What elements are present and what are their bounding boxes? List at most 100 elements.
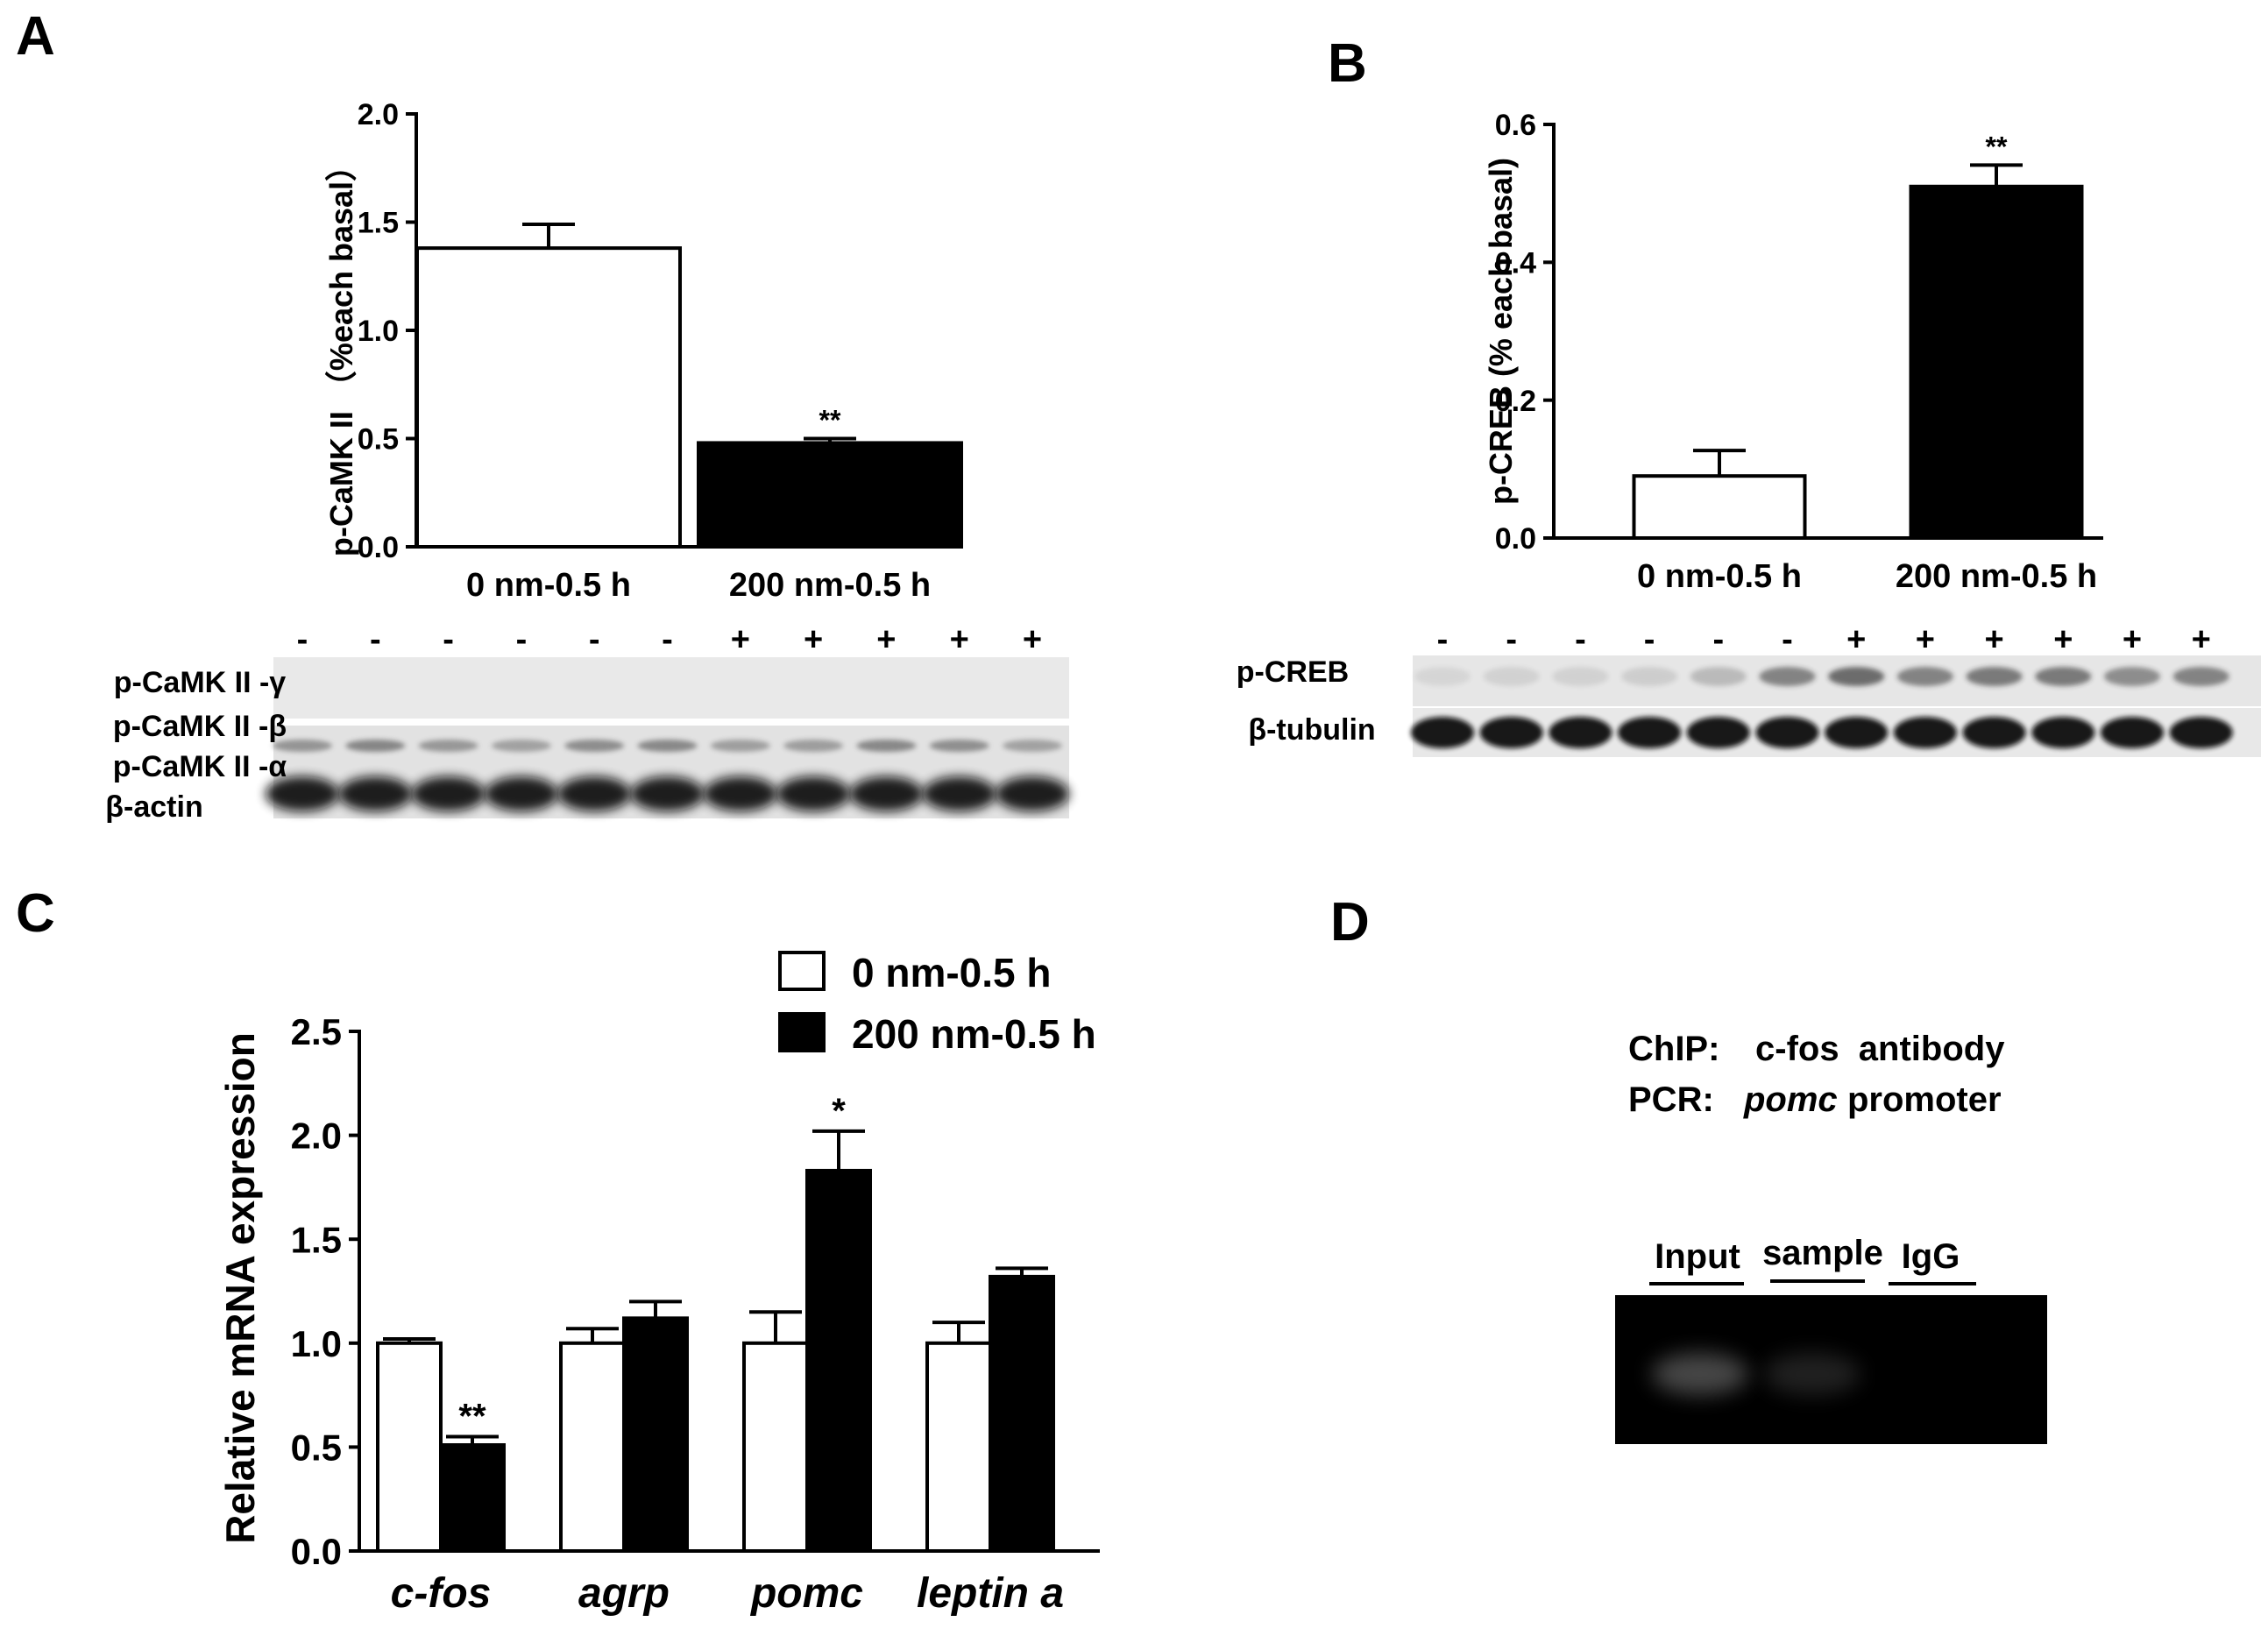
treatment-sign: - — [297, 621, 308, 658]
band-pcreb — [2172, 667, 2229, 686]
blot-a-signs: - - - - - - + + + + + — [297, 621, 1042, 658]
chip-pcr-panel: ChIP: c-fos antibody PCR: pomc promoter … — [1615, 1030, 2047, 1444]
y-tick-label: 0.4 — [1495, 247, 1536, 280]
y-tick-label: 1.0 — [358, 315, 399, 348]
band-camk-beta — [856, 740, 917, 752]
blot-b-signs: - - - - - - + + + + + + — [1437, 621, 2211, 658]
band-actin — [849, 776, 924, 811]
treatment-sign: + — [1916, 621, 1935, 658]
treatment-sign: - — [1644, 621, 1655, 658]
y-tick-label: 2.5 — [291, 1011, 342, 1052]
x-category-label: leptin a — [917, 1570, 1064, 1617]
y-tick-label: 1.5 — [358, 207, 399, 240]
treatment-sign: - — [1506, 621, 1517, 658]
band-actin — [484, 776, 558, 811]
bar — [559, 1341, 626, 1554]
band-actin — [996, 776, 1069, 811]
band-actin — [338, 776, 413, 811]
x-category-label: agrp — [578, 1570, 670, 1617]
chart-c-legend: 0 nm-0.5 h 200 nm-0.5 h — [778, 950, 1096, 1057]
band-pcreb — [1828, 667, 1885, 686]
band-actin — [266, 776, 339, 811]
treatment-sign: + — [2123, 621, 2142, 658]
treatment-sign: - — [1712, 621, 1724, 658]
blot-a-label-actin: β-actin — [105, 790, 202, 824]
x-category-label: 0 nm-0.5 h — [466, 567, 631, 604]
chip-value: c-fos antibody — [1755, 1030, 2005, 1068]
y-tick-label: 0.5 — [291, 1427, 342, 1469]
band-tubulin — [1686, 717, 1750, 748]
band-pcreb — [1896, 667, 1953, 686]
treatment-sign: - — [1575, 621, 1586, 658]
blot-a-label-alpha: p-CaMK II -α — [113, 750, 287, 783]
band-pcreb — [1621, 667, 1678, 686]
band-tubulin — [1893, 717, 1957, 748]
treatment-sign: + — [876, 621, 896, 658]
band-tubulin — [1825, 717, 1889, 748]
x-category-label: pomc — [749, 1570, 863, 1617]
band-actin — [557, 776, 632, 811]
chip-key: ChIP: — [1628, 1030, 1719, 1068]
band-pcreb — [1759, 667, 1816, 686]
band-tubulin — [1411, 717, 1474, 748]
chart-a: p-CaMK II （%each basal） 0.0 0.5 1.0 1.5 2.0 0… — [323, 98, 963, 604]
band-camk-beta — [637, 740, 698, 752]
western-blot-b: - - - - - - + + + + + + p-CREB β-tubulin — [1237, 621, 2261, 757]
bar — [1909, 184, 2084, 541]
band-tubulin — [2169, 717, 2233, 748]
significance-marker: ** — [458, 1398, 486, 1436]
blot-b-label-pcreb: p-CREB — [1237, 655, 1349, 689]
bar — [415, 246, 682, 549]
blot-b-label-tubulin: β-tubulin — [1248, 713, 1375, 747]
significance-marker: ** — [1986, 131, 2008, 162]
treatment-sign: + — [2053, 621, 2073, 658]
band-camk-beta — [783, 740, 844, 752]
bar — [622, 1316, 689, 1554]
treatment-sign: + — [804, 621, 823, 658]
significance-marker: ** — [819, 405, 841, 436]
bar — [742, 1341, 809, 1554]
bar — [805, 1168, 872, 1553]
treatment-sign: - — [370, 621, 381, 658]
band-camk-beta — [273, 740, 332, 752]
pcr-value: promoter — [1847, 1080, 2002, 1119]
band-tubulin — [1755, 717, 1819, 748]
bar — [697, 441, 963, 549]
bar — [1632, 474, 1807, 541]
band-camk-beta — [564, 740, 625, 752]
gel-bands — [1652, 1353, 1860, 1395]
blot-a-label-beta: p-CaMK II -β — [113, 710, 287, 743]
chip-line: ChIP: c-fos antibody — [1628, 1030, 2005, 1068]
lane-label-input: Input — [1655, 1237, 1740, 1276]
band-actin — [630, 776, 705, 811]
panel-label-a: A — [16, 6, 55, 67]
treatment-sign: - — [1437, 621, 1449, 658]
chart-a-ylabel: p-CaMK II （%each basal） — [323, 150, 359, 556]
pcr-key: PCR: — [1628, 1080, 1714, 1119]
y-tick-label: 0.2 — [1495, 385, 1536, 418]
band-pcreb — [1690, 667, 1747, 686]
band-actin — [922, 776, 996, 811]
band-camk-beta — [1003, 740, 1062, 752]
band-pcreb — [1414, 667, 1471, 686]
treatment-sign: - — [662, 621, 673, 658]
band-tubulin — [1479, 717, 1543, 748]
chart-c-ylabel: Relative mRNA expression — [217, 1032, 263, 1544]
blot-a-bands — [266, 740, 1069, 811]
y-tick-label: 0.5 — [358, 423, 399, 457]
y-tick-label: 2.0 — [291, 1115, 342, 1157]
treatment-sign: - — [516, 621, 528, 658]
band-camk-beta — [491, 740, 551, 752]
chart-c: Relative mRNA expression 0 nm-0.5 h 200 … — [217, 950, 1100, 1617]
y-tick-label: 0.0 — [1495, 522, 1536, 556]
bar — [376, 1341, 443, 1554]
y-tick-label: 0.6 — [1495, 109, 1536, 142]
band-actin — [411, 776, 485, 811]
y-tick-label: 1.0 — [291, 1323, 342, 1364]
y-tick-label: 0.0 — [291, 1531, 342, 1572]
treatment-sign: - — [1782, 621, 1793, 658]
chart-b: p-CREB (% each basal) 0.0 0.2 0.4 0.6 0 nm-0… — [1483, 109, 2103, 595]
band-pcreb — [2035, 667, 2092, 686]
band-camk-beta — [929, 740, 989, 752]
